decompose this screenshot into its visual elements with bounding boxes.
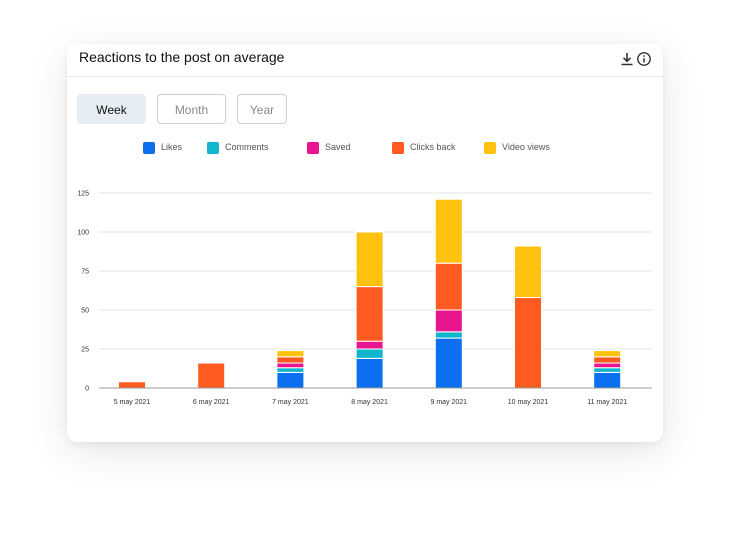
y-tick-label: 25 (81, 347, 89, 354)
x-tick-label: 10 may 2021 (508, 399, 549, 406)
legend-label: Comments (225, 142, 269, 152)
bar-segment (276, 356, 305, 364)
bar-segment (593, 350, 622, 358)
bar-segment (276, 350, 305, 358)
bar-segment (276, 371, 305, 389)
x-tick-label: 5 may 2021 (114, 399, 151, 406)
x-tick-label: 9 may 2021 (431, 399, 468, 406)
tab-year[interactable]: Year (237, 94, 287, 124)
y-tick-label: 100 (77, 230, 89, 237)
legend-label: Clicks back (410, 142, 456, 152)
legend-swatch (392, 142, 404, 154)
bar-segment (434, 331, 463, 339)
bar-segment (197, 362, 226, 389)
x-tick-label: 7 may 2021 (272, 399, 309, 406)
bar-segment (593, 356, 622, 364)
bar-segment (434, 337, 463, 389)
bar-segment (355, 286, 384, 342)
bar-segment (355, 348, 384, 359)
bar-segment (593, 362, 622, 369)
bar-segment (434, 309, 463, 333)
bar-segment (593, 371, 622, 389)
bar-segment (514, 297, 542, 389)
legend-label: Likes (161, 142, 183, 152)
card-header: Reactions to the post on average (67, 44, 663, 77)
y-tick-label: 0 (85, 386, 89, 393)
bar-segment (434, 198, 463, 264)
tab-month[interactable]: Month (157, 94, 226, 124)
legend-label: Saved (325, 142, 351, 152)
bar-segment (276, 362, 305, 369)
legend-label: Video views (502, 142, 550, 152)
legend-swatch (307, 142, 319, 154)
bar-segment (355, 357, 384, 389)
card-title: Reactions to the post on average (79, 49, 285, 65)
bar-segment (118, 381, 146, 389)
legend-swatch (484, 142, 496, 154)
chart-card: Reactions to the post on average Week Mo… (67, 44, 663, 442)
info-icon[interactable] (636, 51, 652, 67)
y-tick-label: 125 (77, 191, 89, 198)
x-tick-label: 11 may 2021 (587, 399, 627, 406)
bar-segment (276, 367, 305, 373)
legend-swatch (207, 142, 219, 154)
bar-segment (355, 231, 384, 288)
download-icon[interactable] (619, 51, 635, 67)
tab-week[interactable]: Week (77, 94, 146, 124)
chart-legend: Likes Comments Saved Clicks back Video v… (67, 141, 663, 157)
bar-segment (355, 340, 384, 350)
bar-segment (434, 262, 463, 311)
bar-segment (514, 245, 542, 299)
stacked-bar-chart: 0 25 50 75 100 125 5 may 2021 6 may 2021 7 may 2… (77, 191, 652, 406)
legend-swatch (143, 142, 155, 154)
bar-segment (593, 367, 622, 373)
x-tick-label: 8 may 2021 (351, 399, 388, 406)
y-tick-label: 50 (81, 308, 89, 315)
x-tick-label: 6 may 2021 (193, 399, 230, 406)
y-tick-label: 75 (81, 269, 89, 276)
